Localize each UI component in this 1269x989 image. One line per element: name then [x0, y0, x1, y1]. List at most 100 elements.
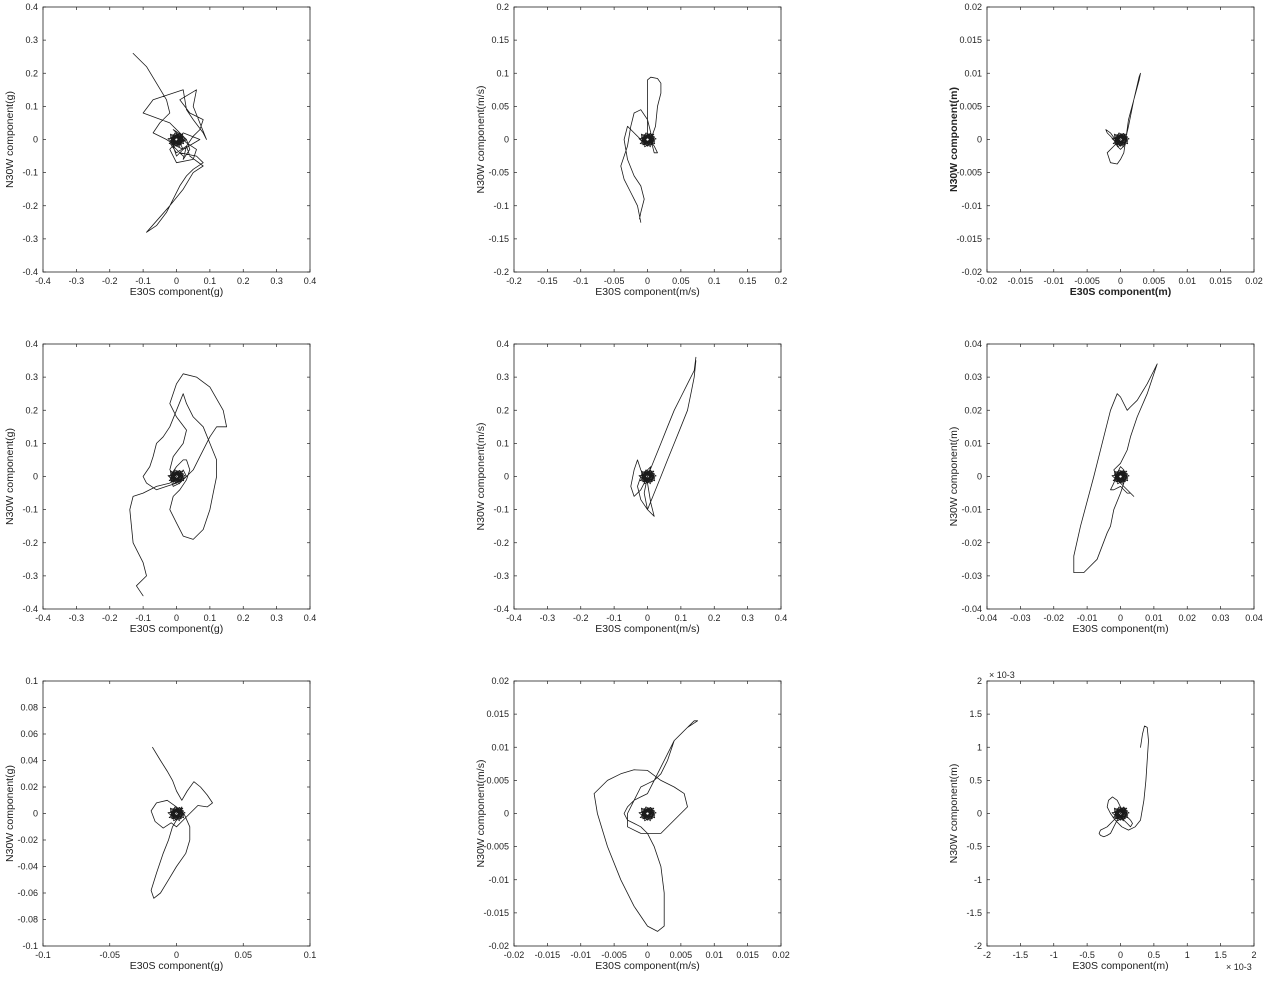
origin-cluster [167, 469, 186, 485]
y-tick-label: -0.4 [493, 604, 509, 614]
x-tick-label: 0.02 [1178, 613, 1196, 623]
y-tick-label: 0 [504, 472, 509, 482]
y-tick-label: 0.04 [20, 756, 38, 766]
y-tick-label: -0.015 [956, 234, 982, 244]
origin-cluster [167, 806, 186, 822]
chart-panel-6: -0.04 -0.03 -0.02 -0.01 0 0.01 0.02 0.03 0.04 -0.… [948, 339, 1263, 635]
chart-panel-4: -0.4 -0.3 -0.2 -0.1 0 0.1 0.2 0.3 0.4 -0.4 -0.3 -0.… [4, 339, 316, 635]
y-tick-label: -0.04 [17, 862, 38, 872]
y-tick-label: 0.5 [969, 775, 982, 785]
y-tick-label: 0.1 [496, 438, 509, 448]
y-tick-label: 0.4 [25, 2, 38, 12]
x-tick-label: 0.1 [675, 613, 688, 623]
plot-frame [513, 680, 782, 947]
x-tick-label: -0.02 [977, 276, 998, 286]
trajectory-line [132, 53, 207, 233]
trajectory-line [1073, 363, 1158, 573]
y-axis-label: N30W component(m) [948, 427, 960, 527]
x-tick-label: 0.02 [772, 950, 790, 960]
x-tick-label: -0.005 [601, 950, 627, 960]
x-tick-label: -0.1 [135, 276, 151, 286]
chart-panel-2: -0.2 -0.15 -0.1 -0.05 0 0.05 0.1 0.15 0.2 -0.2 -0.… [475, 2, 787, 298]
x-tick-label: 0.1 [204, 276, 217, 286]
y-tick-label: -1 [974, 875, 982, 885]
trajectory-line [630, 356, 697, 517]
x-tick-label: -0.1 [606, 613, 622, 623]
x-tick-label: -0.4 [506, 613, 522, 623]
x-axis-label: E30S component(g) [130, 286, 223, 298]
y-axis-label: N30W component(m/s) [475, 86, 487, 194]
y-tick-label: -0.02 [961, 267, 982, 277]
y-tick-label: 0.1 [25, 676, 38, 686]
y-tick-label: -0.04 [961, 604, 982, 614]
x-tick-label: 0.005 [670, 950, 693, 960]
y-tick-label: -0.02 [961, 538, 982, 548]
x-tick-label: -0.01 [1077, 613, 1098, 623]
y-tick-label: 1.5 [969, 709, 982, 719]
y-tick-label: -0.03 [961, 571, 982, 581]
origin-cluster [167, 132, 186, 148]
x-tick-label: 0.01 [1145, 613, 1163, 623]
x-axis-label: E30S component(m) [1072, 623, 1168, 635]
y-tick-label: -1.5 [966, 908, 982, 918]
y-axis-label: N30W component(g) [4, 428, 16, 525]
x-tick-label: 0 [1118, 613, 1123, 623]
x-tick-label: 0 [1118, 276, 1123, 286]
x-tick-label: 0.02 [1245, 276, 1263, 286]
x-tick-label: 0 [174, 613, 179, 623]
x-tick-label: 0.3 [741, 613, 754, 623]
y-tick-label: -0.1 [493, 505, 509, 515]
x-tick-label: 0 [174, 950, 179, 960]
x-tick-label: -0.1 [35, 950, 51, 960]
y-tick-label: -0.005 [483, 842, 509, 852]
chart-panel-1: -0.4 -0.3 -0.2 -0.1 0 0.1 0.2 0.3 0.4 -0.4 -0.3 -0.… [4, 2, 316, 298]
origin-cluster [1111, 469, 1130, 485]
x-tick-label: -0.2 [573, 613, 589, 623]
x-tick-label: 0.05 [672, 276, 690, 286]
y-tick-label: 0.02 [964, 405, 982, 415]
y-tick-label: 0 [977, 809, 982, 819]
y-tick-label: 0.015 [486, 709, 509, 719]
y-tick-label: 0.4 [25, 339, 38, 349]
plot-frame [513, 6, 782, 273]
y-tick-label: -0.1 [493, 201, 509, 211]
x-tick-label: -0.3 [69, 276, 85, 286]
y-tick-label: -0.3 [22, 234, 38, 244]
y-tick-label: -0.08 [17, 915, 38, 925]
x-tick-label: -0.4 [35, 613, 51, 623]
y-tick-label: 0.015 [959, 35, 982, 45]
y-tick-label: 0.01 [491, 742, 509, 752]
y-tick-label: -0.3 [493, 571, 509, 581]
x-tick-label: 0.1 [708, 276, 721, 286]
x-axis-label: E30S component(m/s) [595, 286, 699, 298]
y-tick-label: 0.02 [491, 676, 509, 686]
y-tick-label: -0.2 [493, 538, 509, 548]
y-tick-label: -0.15 [488, 234, 509, 244]
x-tick-label: -0.1 [135, 613, 151, 623]
x-tick-label: -0.04 [977, 613, 998, 623]
x-tick-label: 0.4 [775, 613, 788, 623]
trajectory-line [1105, 72, 1141, 165]
x-tick-label: 0.2 [775, 276, 788, 286]
chart-panel-5: -0.4 -0.3 -0.2 -0.1 0 0.1 0.2 0.3 0.4 -0.4 -0.3 -0.… [475, 339, 787, 635]
x-tick-label: 0.1 [304, 950, 317, 960]
chart-panel-9: -2 -1.5 -1 -0.5 0 0.5 1 1.5 2 -2 -1.5 -1 -0.5 0 0.5 1 1.… [948, 670, 1257, 972]
y-tick-label: 0.15 [491, 35, 509, 45]
y-axis-label: N30W component(g) [4, 765, 16, 862]
y-tick-label: -0.015 [483, 908, 509, 918]
origin-cluster [638, 806, 657, 822]
y-tick-label: 0.02 [964, 2, 982, 12]
x-tick-label: -0.4 [35, 276, 51, 286]
y-tick-label: 0.06 [20, 729, 38, 739]
x-tick-label: 0 [174, 276, 179, 286]
x-tick-label: 0.01 [1178, 276, 1196, 286]
y-tick-label: -0.1 [22, 168, 38, 178]
x-tick-label: -0.01 [1043, 276, 1064, 286]
chart-panel-3: -0.02 -0.015 -0.01 -0.005 0 0.005 0.01 0.015 0.0… [948, 2, 1263, 298]
x-tick-label: 0.4 [304, 276, 317, 286]
x-tick-label: -0.015 [1008, 276, 1034, 286]
x-tick-label: -0.005 [1074, 276, 1100, 286]
y-tick-label: -0.02 [17, 835, 38, 845]
y-tick-label: 0 [977, 135, 982, 145]
